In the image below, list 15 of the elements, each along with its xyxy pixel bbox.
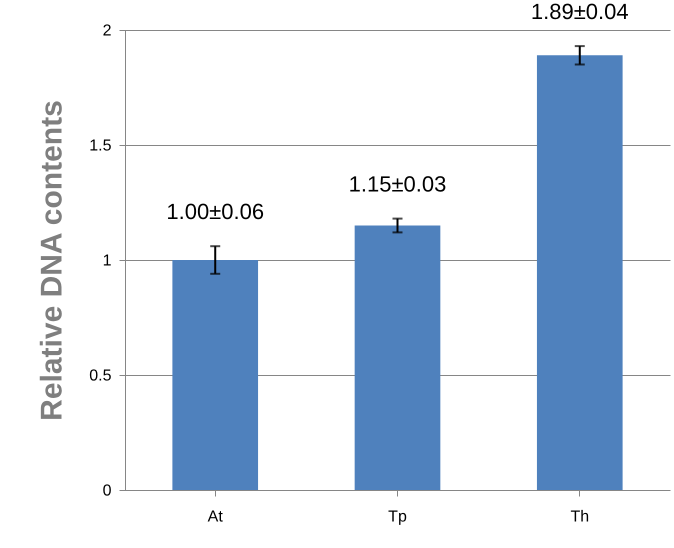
x-tick-label: Tp: [388, 508, 407, 526]
x-tick-label: At: [208, 508, 224, 526]
data-label: 1.89±0.04: [530, 0, 629, 24]
y-axis-title: Relative DNA contents: [35, 100, 68, 421]
y-tick-label: 1.5: [89, 138, 112, 154]
bar: [172, 260, 258, 490]
data-label: 1.00±0.06: [166, 199, 264, 224]
y-tick-label: 0.5: [89, 368, 112, 384]
bar: [536, 55, 623, 490]
x-tick-label: Th: [570, 508, 590, 526]
y-tick-label: 0: [102, 482, 112, 500]
y-tick-label: 2: [102, 22, 112, 40]
y-tick-label: 1: [102, 252, 112, 270]
bar: [354, 226, 440, 490]
data-label: 1.15±0.03: [348, 172, 446, 197]
